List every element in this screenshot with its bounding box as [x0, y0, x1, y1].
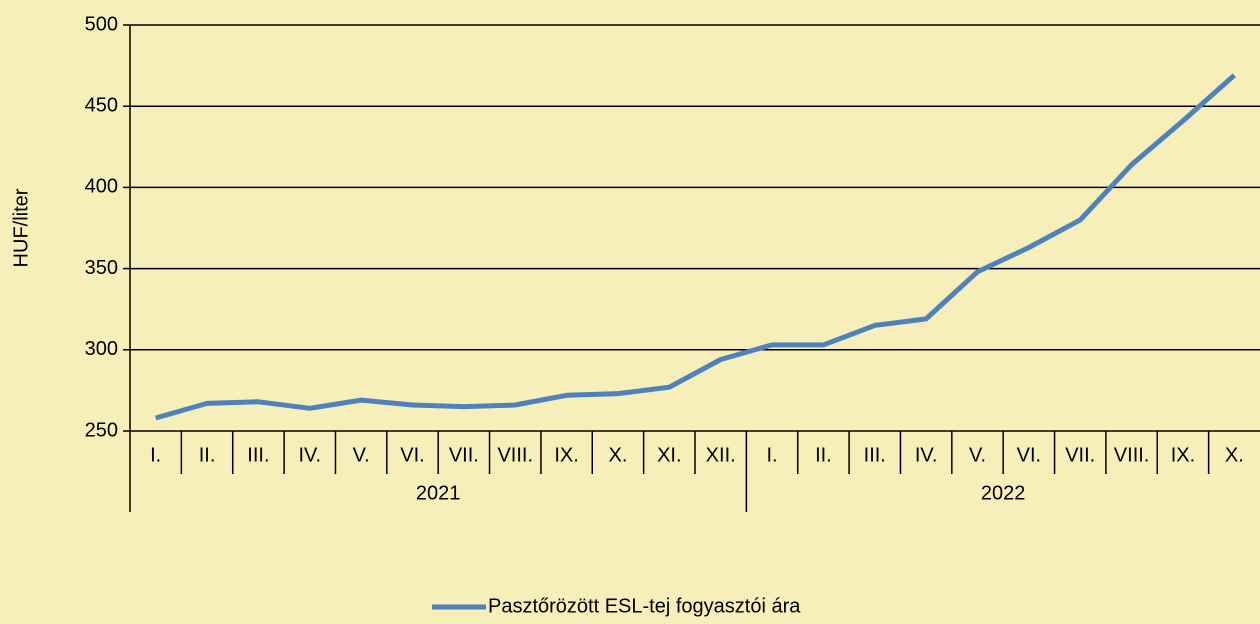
y-tick-label: 500 — [85, 13, 118, 35]
x-tick-label: X. — [609, 444, 628, 466]
y-tick-label: 400 — [85, 176, 118, 198]
x-tick-label: II. — [815, 444, 832, 466]
x-tick-label: IX. — [1171, 444, 1195, 466]
x-tick-label: IV. — [298, 444, 321, 466]
y-tick-label: 250 — [85, 419, 118, 441]
x-tick-label: II. — [199, 444, 216, 466]
x-tick-label: IV. — [915, 444, 938, 466]
legend-label: Pasztőrözött ESL-tej fogyasztói ára — [488, 595, 801, 617]
group-label: 2021 — [416, 482, 461, 504]
x-tick-label: V. — [969, 444, 986, 466]
y-tick-label: 350 — [85, 257, 118, 279]
y-axis-label: HUF/liter — [10, 188, 32, 267]
x-tick-label: III. — [864, 444, 886, 466]
x-tick-label: XII. — [706, 444, 736, 466]
x-tick-label: VI. — [1017, 444, 1041, 466]
data-line — [155, 73, 1236, 421]
x-tick-label: VII. — [1065, 444, 1095, 466]
x-tick-label: III. — [247, 444, 269, 466]
x-tick-label: I. — [150, 444, 161, 466]
x-tick-label: X. — [1225, 444, 1244, 466]
y-tick-label: 450 — [85, 94, 118, 116]
y-tick-label: 300 — [85, 338, 118, 360]
x-tick-label: I. — [766, 444, 777, 466]
x-tick-label: IX. — [554, 444, 578, 466]
x-tick-label: VI. — [400, 444, 424, 466]
x-tick-label: XI. — [657, 444, 681, 466]
group-label: 2022 — [981, 482, 1026, 504]
x-tick-label: VIII. — [1114, 444, 1150, 466]
x-tick-label: V. — [353, 444, 370, 466]
x-tick-label: VII. — [449, 444, 479, 466]
x-tick-label: VIII. — [497, 444, 533, 466]
